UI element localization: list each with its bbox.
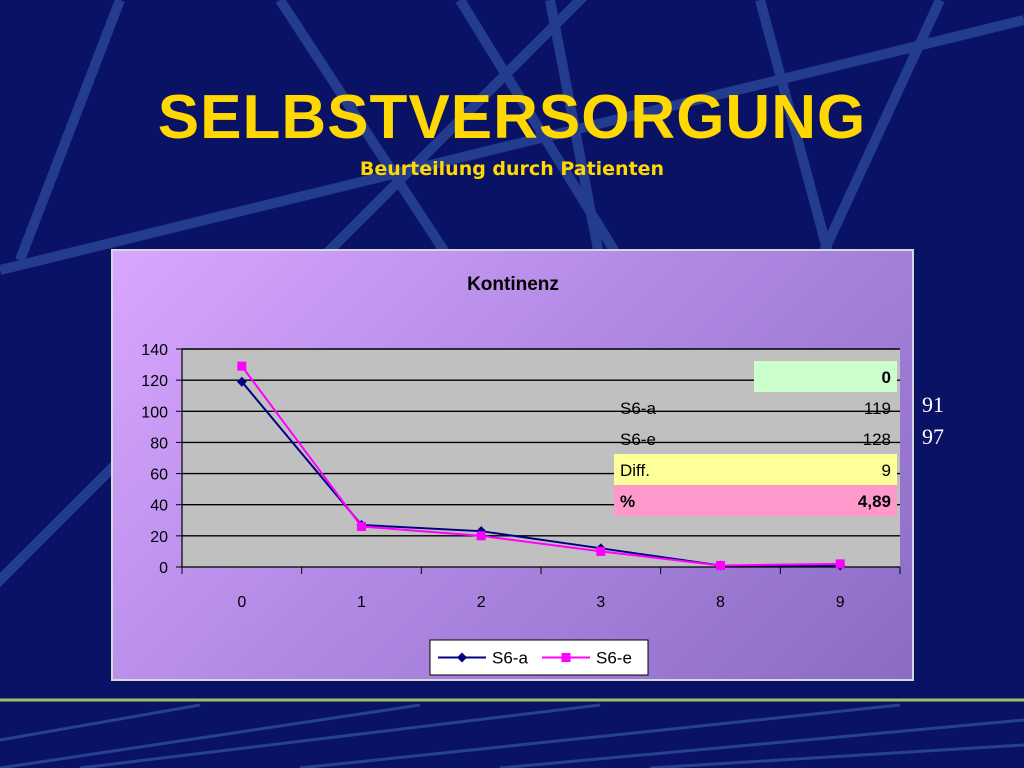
y-tick-label: 0 [159,560,168,577]
series-line [241,365,841,567]
y-tick-label: 100 [141,404,168,421]
legend-label: S6-e [596,649,632,668]
table-value: 0 [882,368,891,387]
y-tick-label: 20 [150,529,168,546]
table-value: 4,89 [858,492,891,511]
data-point [716,560,725,570]
table-label: S6-a [620,399,656,418]
x-tick-label: 0 [237,594,246,611]
data-point [596,546,606,556]
slide-title: SELBSTVERSORGUNG [157,83,867,152]
x-tick-label: 9 [836,594,845,611]
table-label: % [620,492,635,511]
data-point [476,531,486,541]
legend-label: S6-a [492,649,528,668]
y-tick-label: 120 [141,373,168,390]
data-point [835,559,845,569]
table-value: 119 [864,399,891,418]
y-tick-label: 60 [150,467,168,484]
data-point [237,361,247,371]
side-value-1: 91 [922,392,944,417]
legend-marker [457,652,467,663]
x-tick-label: 3 [596,594,605,611]
x-tick-label: 2 [477,594,486,611]
table-row-bg [614,454,897,485]
x-tick-label: 1 [357,594,366,611]
y-tick-label: 140 [141,342,168,359]
table-value: 9 [882,461,891,480]
data-point [357,522,366,532]
slide-subtitle: Beurteilung durch Patienten [359,158,665,180]
chart-title: Kontinenz [467,274,559,295]
side-value-2: 97 [922,424,944,449]
table-header-bg [754,361,897,392]
table-row-bg [614,485,897,516]
y-tick-label: 40 [150,498,168,515]
data-point [236,376,247,387]
table-value: 128 [863,430,891,449]
table-label: S6-e [620,430,656,449]
x-tick-label: 8 [716,594,725,611]
y-tick-label: 80 [150,435,168,452]
legend-marker [561,653,571,662]
table-label: Diff. [620,461,650,480]
